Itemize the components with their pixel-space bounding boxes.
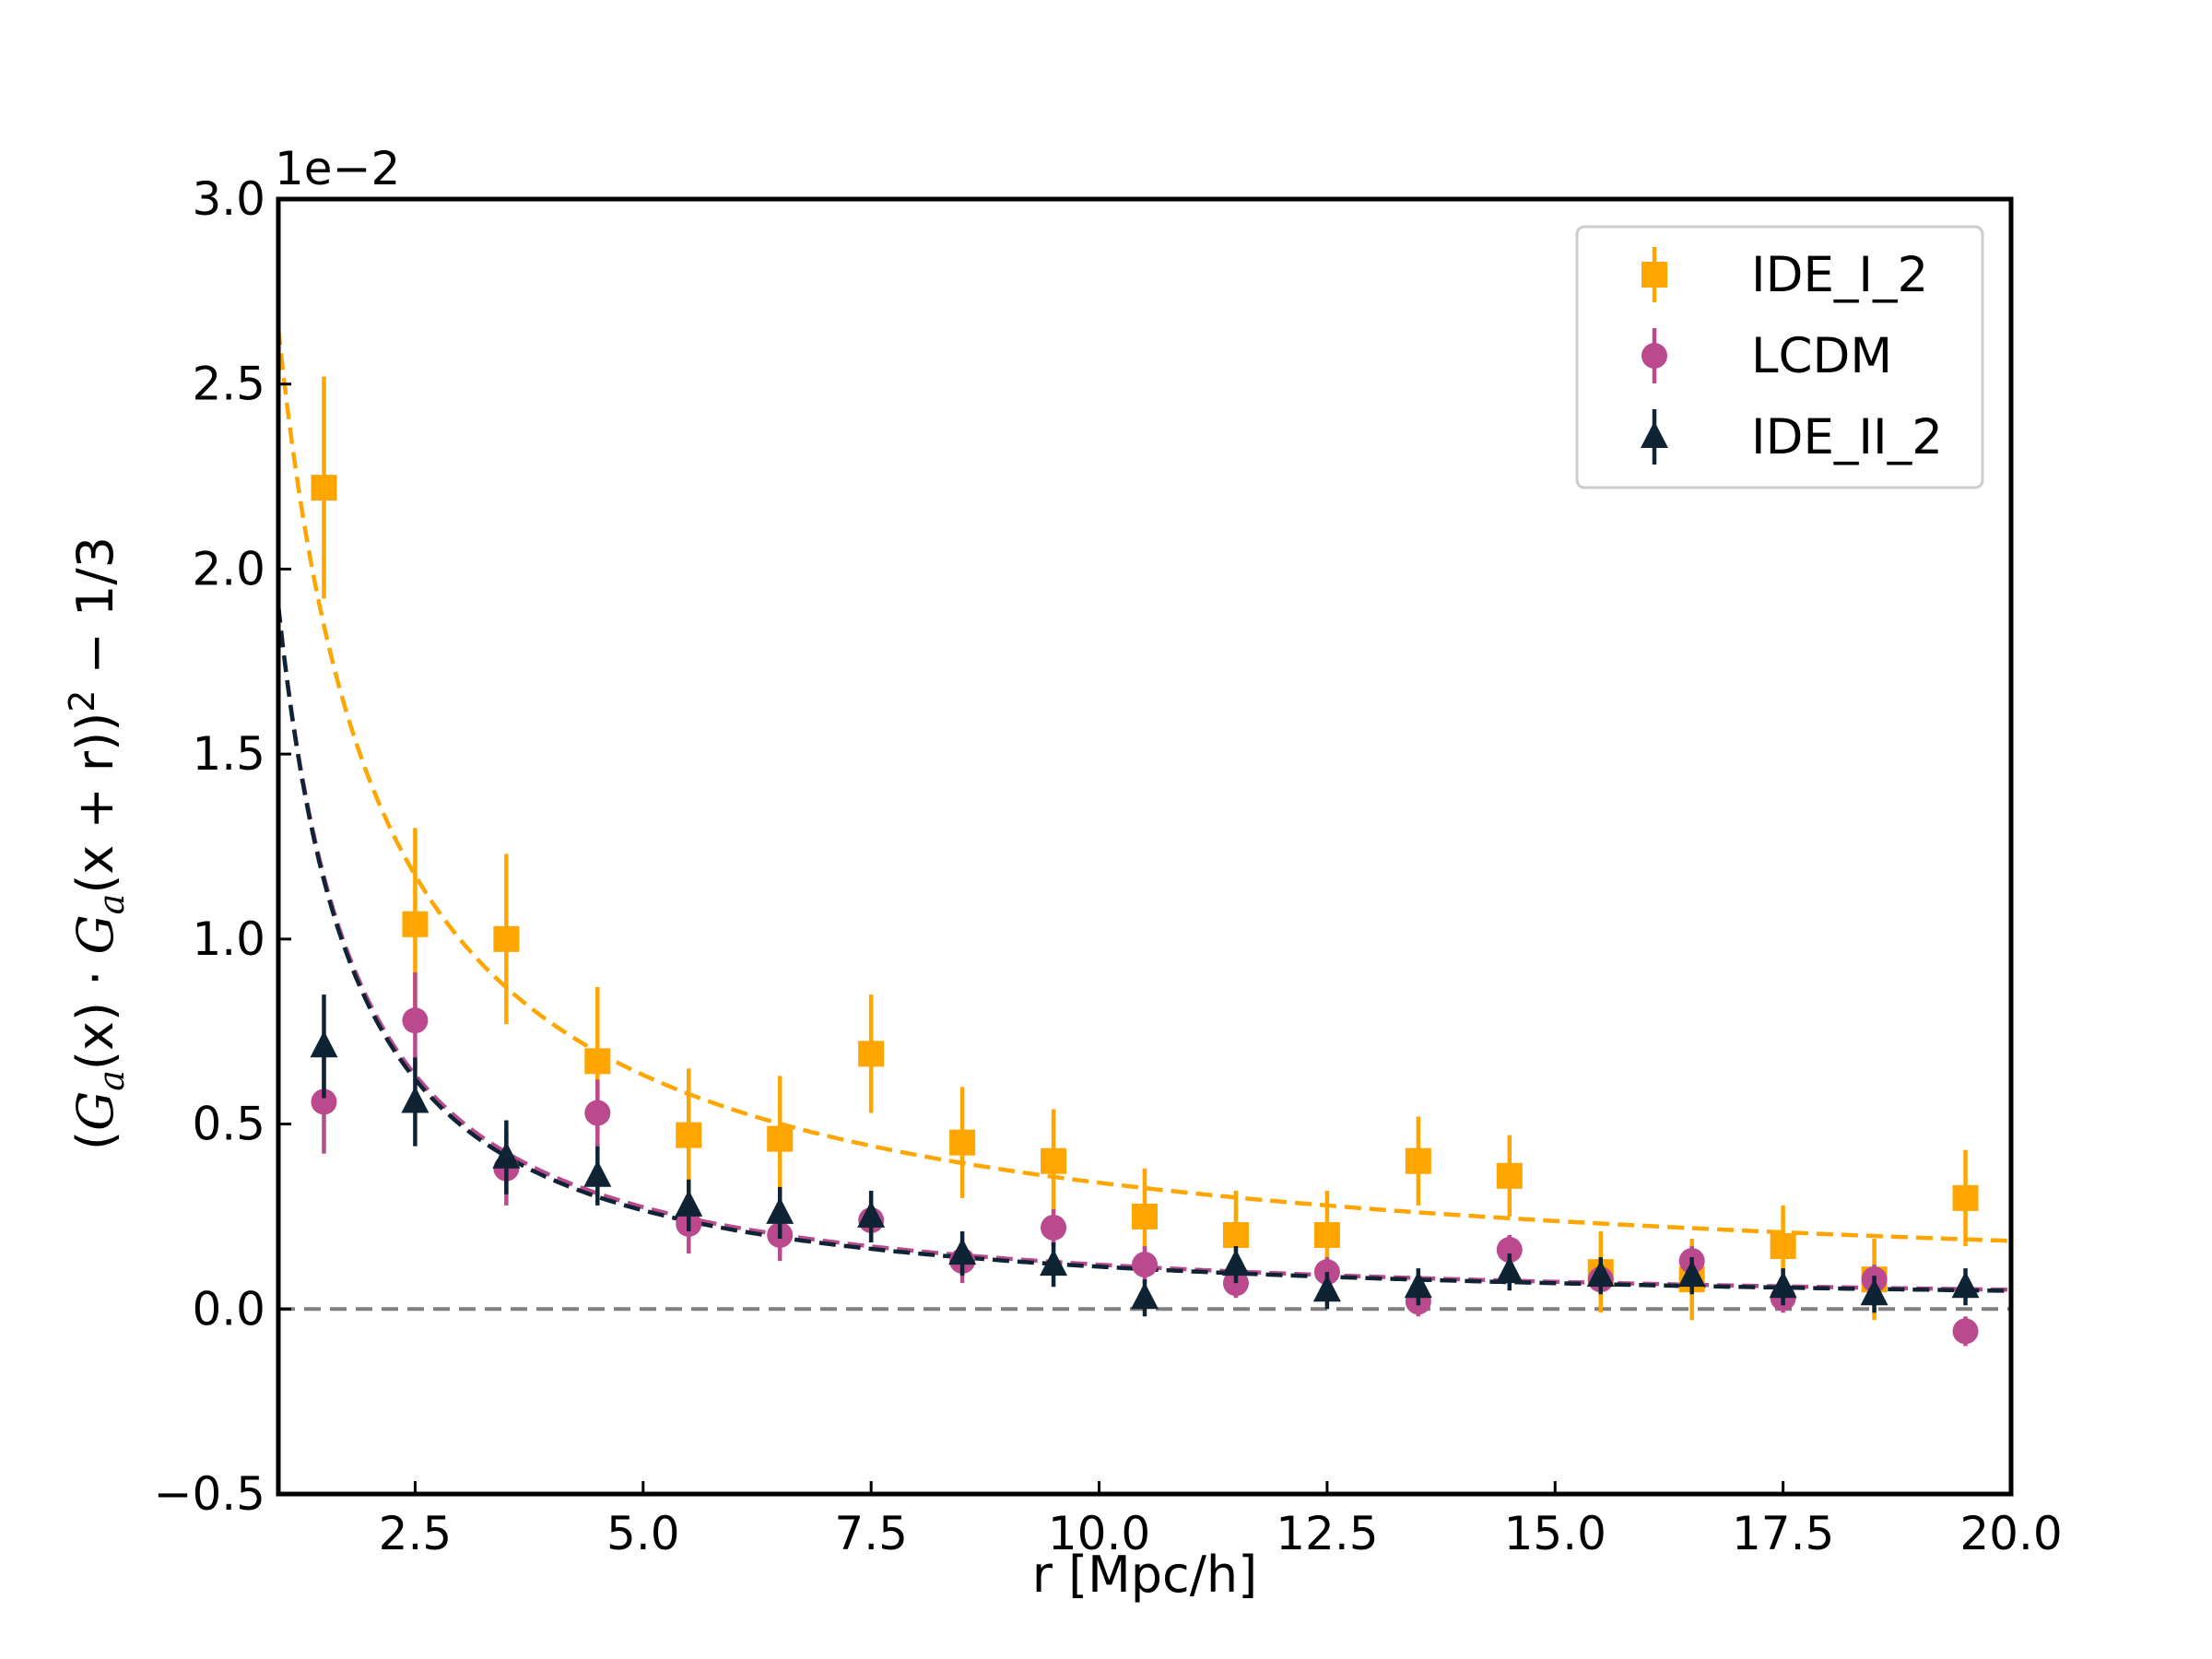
data-point <box>676 1122 702 1148</box>
legend-marker-lcdm <box>1641 343 1667 369</box>
data-point <box>402 1007 429 1034</box>
y-tick-label: −0.5 <box>154 1467 265 1521</box>
y-label-power: 2 <box>62 690 102 712</box>
data-point <box>1221 1249 1250 1277</box>
series-ide-i-2 <box>311 376 1979 1321</box>
data-point <box>1040 1249 1068 1277</box>
y-tick-label: 1.5 <box>192 727 265 781</box>
y-tick-label: 1.0 <box>192 912 265 966</box>
data-point <box>401 1086 429 1113</box>
data-point <box>1404 1271 1432 1299</box>
legend-marker-ide-ii-2 <box>1641 421 1668 448</box>
y-label-sub1: a <box>91 1070 132 1091</box>
y-label-dot: · <box>66 954 124 1002</box>
data-point <box>858 1041 885 1067</box>
data-point <box>1132 1203 1158 1230</box>
x-tick-label: 5.0 <box>606 1507 680 1560</box>
data-point <box>493 925 520 952</box>
data-point <box>766 1196 794 1224</box>
x-axis-ticks: 2.5 5.0 7.5 10.0 12.5 15.0 17.5 20.0 <box>379 1481 2063 1560</box>
y-label-g2: G <box>66 914 124 954</box>
legend-markers <box>1641 247 1668 465</box>
data-point <box>584 1100 611 1126</box>
y-label-sub2: a <box>91 894 132 915</box>
y-label-g1: G <box>66 1091 124 1131</box>
data-point <box>948 1238 977 1265</box>
data-point <box>1496 1162 1523 1189</box>
data-point <box>1495 1256 1524 1284</box>
y-tick-label: 2.5 <box>192 358 265 411</box>
legend-frame <box>1575 225 1984 489</box>
data-point <box>492 1141 521 1169</box>
data-point <box>1132 1252 1158 1278</box>
y-label-tail: − 1/3 <box>66 536 124 689</box>
y-tick-label: 0.5 <box>192 1098 265 1151</box>
data-point <box>1041 1214 1067 1241</box>
series-ide-ii-2 <box>310 994 1980 1317</box>
data-point <box>1952 1184 1979 1211</box>
data-point <box>311 1088 337 1115</box>
svg-text:(Ga(x) · Ga(x + r))2 − 1/3: (Ga(x) · Ga(x + r))2 − 1/3 <box>62 536 132 1150</box>
y-tick-label: 3.0 <box>192 172 265 226</box>
data-points <box>310 376 1980 1347</box>
data-point <box>583 1159 612 1187</box>
legend-label-ide-ii-2: IDE_II_2 <box>1751 409 1943 465</box>
data-point <box>1313 1222 1340 1248</box>
data-point <box>310 1030 338 1058</box>
data-point <box>1860 1278 1888 1306</box>
data-point <box>1041 1147 1067 1174</box>
x-tick-label: 7.5 <box>834 1507 908 1560</box>
x-tick-label: 17.5 <box>1732 1507 1834 1560</box>
data-point <box>1312 1275 1341 1302</box>
data-point <box>1769 1271 1797 1299</box>
x-tick-label: 15.0 <box>1504 1507 1606 1560</box>
x-axis-label: r [Mpc/h] <box>1032 1546 1257 1604</box>
x-tick-label: 2.5 <box>379 1507 453 1560</box>
data-point <box>311 475 337 501</box>
y-tick-label: 2.0 <box>192 542 265 595</box>
data-point <box>1222 1222 1249 1248</box>
data-point <box>767 1125 794 1152</box>
x-tick-label: 20.0 <box>1959 1507 2062 1560</box>
data-point <box>1405 1147 1431 1174</box>
y-label-open: ( <box>66 1131 124 1150</box>
y-offset-label: 1e−2 <box>275 142 400 195</box>
plot-frame <box>276 196 2014 1497</box>
y-axis-ticks: −0.5 0.0 0.5 1.0 1.5 2.0 2.5 3.0 <box>154 172 291 1521</box>
x-tick-label: 10.0 <box>1048 1507 1150 1560</box>
y-label-arg2: (x + r)) <box>66 712 124 894</box>
y-axis-label: (Ga(x) · Ga(x + r))2 − 1/3 <box>62 536 132 1150</box>
data-point <box>1951 1271 1980 1299</box>
data-point <box>949 1129 976 1156</box>
data-point <box>584 1048 611 1075</box>
y-tick-label: 0.0 <box>192 1282 265 1335</box>
legend-label-lcdm: LCDM <box>1751 328 1892 384</box>
legend-marker-ide-i-2 <box>1641 262 1667 288</box>
data-point <box>1496 1237 1523 1264</box>
data-point <box>402 911 429 937</box>
data-point <box>1586 1260 1615 1288</box>
data-point <box>1952 1318 1979 1345</box>
y-label-arg1: (x) <box>66 1002 124 1070</box>
data-point <box>857 1200 886 1228</box>
fit-curve-ide-i-2 <box>278 328 2011 1243</box>
x-tick-label: 12.5 <box>1276 1507 1378 1560</box>
data-point <box>675 1189 703 1217</box>
data-point <box>1677 1260 1706 1288</box>
data-point <box>1131 1282 1159 1310</box>
data-point <box>1770 1233 1796 1260</box>
legend-label-ide-i-2: IDE_I_2 <box>1751 247 1928 303</box>
legend: IDE_I_2 LCDM IDE_II_2 <box>1575 225 1984 489</box>
